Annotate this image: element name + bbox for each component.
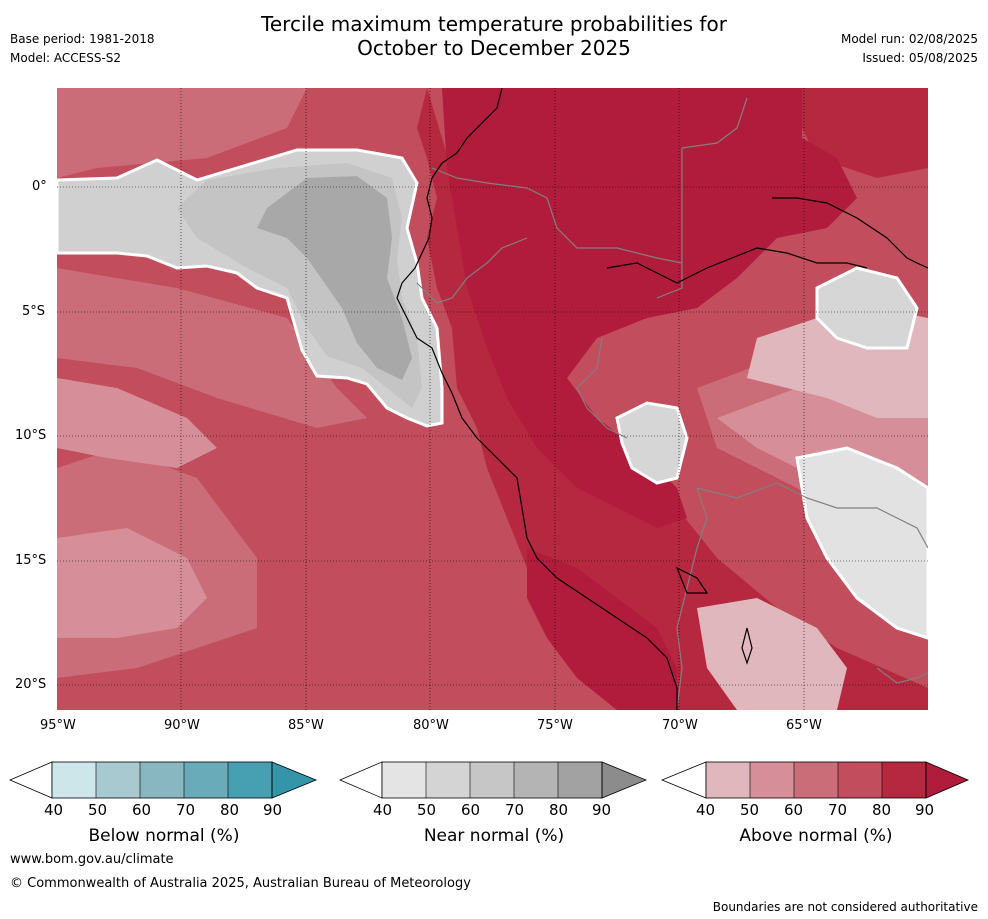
lon-label-95w: 95°W <box>40 718 76 733</box>
near-tick-90: 90 <box>592 801 612 819</box>
below-tick-90: 90 <box>263 801 283 819</box>
above-tick-40: 40 <box>696 801 716 819</box>
title-line-1: Tercile maximum temperature probabilitie… <box>261 12 727 36</box>
title-line-2: October to December 2025 <box>357 36 631 60</box>
near-normal-east-1 <box>815 266 919 350</box>
lat-label-0: 0° <box>32 179 47 194</box>
near-normal-label: Near normal (%) <box>423 826 565 846</box>
above-normal-90-south <box>527 548 677 710</box>
lat-label-15s: 15°S <box>15 553 47 568</box>
near-normal-colorbar <box>338 761 648 799</box>
model-name: Model: ACCESS-S2 <box>10 51 122 65</box>
above-tick-60: 60 <box>784 801 804 819</box>
near-normal-east-3 <box>795 446 928 640</box>
above-tick-50: 50 <box>740 801 760 819</box>
below-normal-colorbar <box>8 761 318 799</box>
above-normal-60-region-west <box>57 268 367 428</box>
model-run: Model run: 02/08/2025 <box>840 32 978 46</box>
copyright-notice: © Commonwealth of Australia 2025, Austra… <box>10 876 471 891</box>
country-borders <box>416 97 928 710</box>
below-tick-60: 60 <box>132 801 152 819</box>
below-tick-70: 70 <box>176 801 196 819</box>
issued-date: Issued: 05/08/2025 <box>862 51 978 65</box>
below-normal-label: Below normal (%) <box>88 826 240 846</box>
lat-label-5s: 5°S <box>22 304 46 319</box>
lon-label-65w: 65°W <box>786 718 822 733</box>
above-normal-colorbar <box>660 761 970 799</box>
near-tick-50: 50 <box>417 801 437 819</box>
lat-label-10s: 10°S <box>15 428 47 443</box>
boundaries-disclaimer: Boundaries are not considered authoritat… <box>712 900 978 914</box>
above-tick-70: 70 <box>828 801 848 819</box>
above-normal-50-region-mid <box>57 378 217 468</box>
graticule <box>57 88 928 710</box>
below-tick-80: 80 <box>220 801 240 819</box>
lat-label-20s: 20°S <box>15 677 47 692</box>
coastline <box>396 88 928 710</box>
below-tick-50: 50 <box>88 801 108 819</box>
above-normal-50-region-south <box>57 528 207 638</box>
lon-label-90w: 90°W <box>164 718 200 733</box>
near-normal-70-region <box>257 176 412 380</box>
above-tick-80: 80 <box>872 801 892 819</box>
near-normal-east-2 <box>615 401 689 485</box>
above-normal-60-region <box>57 88 307 178</box>
probability-map <box>57 88 928 710</box>
near-tick-70: 70 <box>505 801 525 819</box>
above-normal-label: Above normal (%) <box>739 826 893 846</box>
map-title: Tercile maximum temperature probabilitie… <box>0 12 988 60</box>
base-period: Base period: 1981-2018 <box>10 32 155 46</box>
lon-label-75w: 75°W <box>537 718 573 733</box>
near-tick-60: 60 <box>461 801 481 819</box>
below-tick-40: 40 <box>44 801 64 819</box>
lon-label-80w: 80°W <box>413 718 449 733</box>
lon-label-70w: 70°W <box>662 718 698 733</box>
near-tick-80: 80 <box>549 801 569 819</box>
above-normal-40-south <box>697 598 847 710</box>
above-normal-80-region <box>417 88 928 710</box>
above-tick-90: 90 <box>915 801 935 819</box>
near-tick-40: 40 <box>373 801 393 819</box>
lon-label-85w: 85°W <box>288 718 324 733</box>
website-link[interactable]: www.bom.gov.au/climate <box>10 852 174 867</box>
